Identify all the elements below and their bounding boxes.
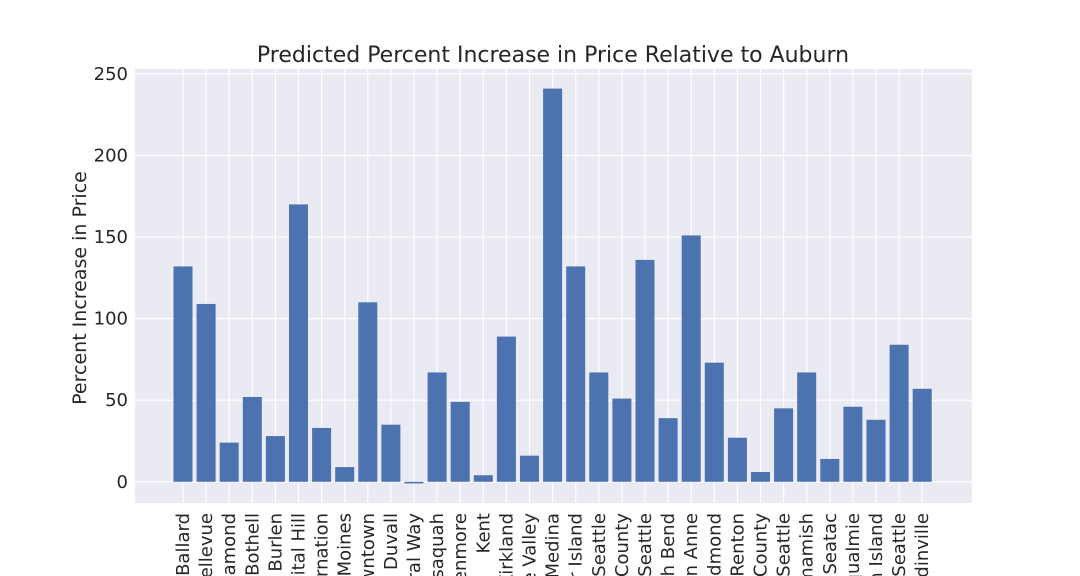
x-tick-label: Bothell [242,513,263,576]
x-tick-label: Seattle [589,513,610,576]
bar [635,259,655,482]
x-tick-label: en Anne [681,513,702,576]
x-tick-label: Seattle [774,513,795,576]
bar [797,372,817,482]
bar [289,204,308,482]
bar [912,388,932,482]
y-tick-label: 0 [117,472,128,493]
x-tick-label: rnation [312,513,333,576]
bar [612,398,632,482]
bar [751,472,770,482]
bar [242,396,262,482]
bar [520,455,539,482]
bar [820,458,840,482]
y-tick-label: 250 [94,64,128,85]
x-tick-label: wntown [358,513,379,576]
y-axis-label: Percent Increase in Price [69,171,91,405]
x-tick-label: County [751,513,772,576]
x-tick-labels: Ballard ellevue iamond Bothell Burlen pital H… [173,513,933,576]
bar [219,442,239,482]
x-tick-label: Seatac [820,513,841,575]
bar [496,336,516,482]
y-tick-label: 50 [105,390,128,411]
x-tick-label: Burlen [265,513,286,572]
bar [843,406,863,482]
x-tick-label: Seattle [635,513,656,576]
x-tick-label: Medina [543,513,564,576]
bar [889,344,909,482]
bar [658,418,678,482]
x-tick-label: dmond [704,513,725,576]
x-tick-label: enmore [450,513,471,576]
x-tick-label: ssaquah [427,513,448,576]
x-tick-label: Ballard [173,513,194,576]
x-tick-label: Kent [473,513,494,553]
x-tick-label: dinville [912,513,933,576]
x-tick-label: qualmie [843,513,864,576]
x-tick-label: h Bend [658,513,679,576]
y-tick-labels: 0 50 100 150 200 250 [94,64,128,493]
x-tick-label: pital Hill [289,513,310,576]
y-tick-label: 200 [94,145,128,166]
bar [543,88,563,482]
bar [566,266,586,482]
bar [450,401,470,482]
bar [774,408,794,482]
bar [727,437,747,482]
bar [312,427,332,482]
y-tick-label: 150 [94,227,128,248]
x-tick-label: r Island [566,513,587,576]
bar [381,424,401,482]
bars-group [173,88,932,484]
bar [427,372,447,482]
x-tick-label: Seattle [889,513,910,576]
x-tick-label: County [612,513,633,576]
x-tick-label: Moines [335,513,356,576]
bar [358,302,378,482]
x-tick-label: Renton [727,513,748,576]
x-tick-label: Kirkland [496,513,517,576]
bar [335,467,355,482]
bar [173,266,193,482]
chart-title: Predicted Percent Increase in Price Rela… [257,43,849,68]
y-tick-label: 100 [94,309,128,330]
bar [866,419,886,482]
bar [704,362,724,482]
bar [589,372,609,482]
x-tick-label: ellevue [196,513,217,576]
bar [473,475,493,482]
x-tick-label: e Valley [520,513,541,576]
x-tick-label: Duvall [381,513,402,570]
x-tick-label: n Island [866,513,887,576]
bar [404,481,424,484]
x-tick-label: mamish [797,513,818,576]
bar [265,436,285,482]
x-tick-label: ral Way [404,513,425,576]
bar [196,303,216,482]
x-tick-label: iamond [219,513,240,576]
bar [681,235,701,482]
